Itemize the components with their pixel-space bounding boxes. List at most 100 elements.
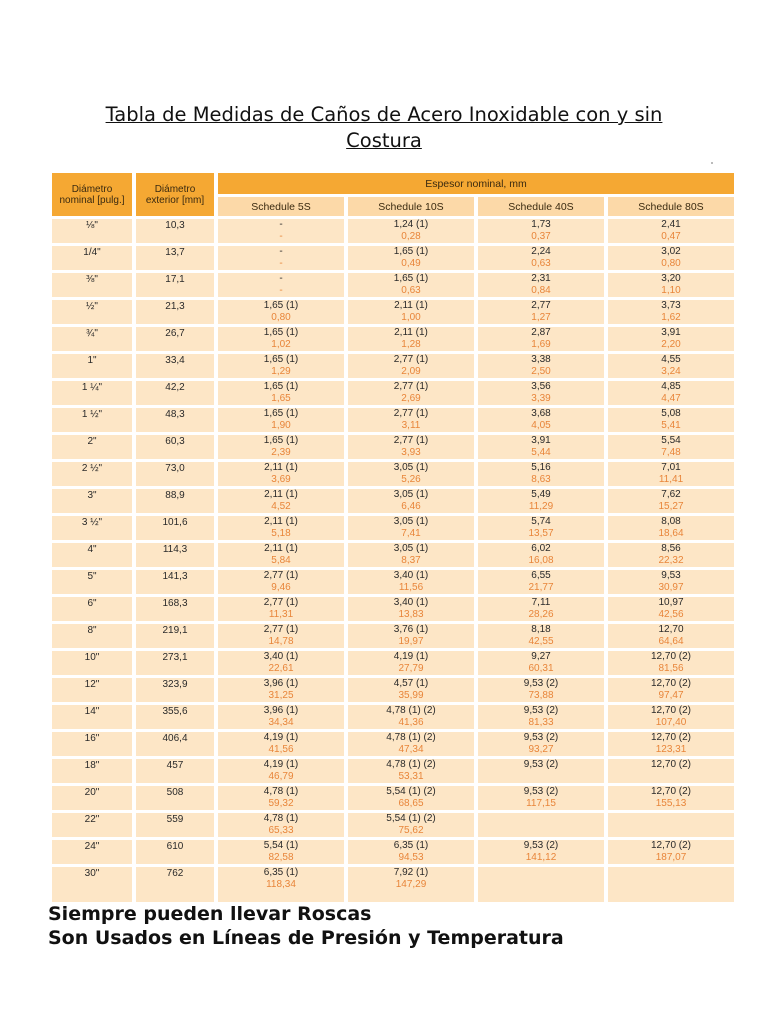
- weight-value: 0,37: [531, 230, 551, 242]
- thickness-value: 5,54 (1) (2): [386, 786, 436, 797]
- weight-value: 22,61: [268, 662, 294, 674]
- weight-value: 123,31: [655, 743, 687, 755]
- schedule-5s-cell: --: [218, 273, 344, 297]
- weight-value: 94,53: [398, 851, 424, 863]
- table-row: 12" 323,9 3,96 (1) 31,25 4,57 (1) 35,99 9,53 (…: [52, 678, 734, 702]
- document-title: Tabla de Medidas de Caños de Acero Inoxi…: [30, 102, 738, 154]
- thickness-value: 9,27: [531, 651, 551, 662]
- weight-value: 0,63: [401, 284, 421, 296]
- thickness-value: 8,56: [661, 543, 681, 554]
- schedule-40s-cell: 9,53 (2) 93,27: [478, 732, 604, 756]
- exterior-diameter-cell: 273,1: [136, 651, 214, 675]
- title-line-2: Costura: [346, 129, 422, 152]
- table-row: 16" 406,4 4,19 (1) 41,56 4,78 (1) (2) 47,34 9,…: [52, 732, 734, 756]
- schedule-40s-cell: 9,53 (2) 141,12: [478, 840, 604, 864]
- thickness-value: 3,38: [531, 354, 551, 365]
- thickness-value: 4,78 (1) (2): [386, 759, 436, 770]
- schedule-40s-cell: 6,55 21,77: [478, 570, 604, 594]
- schedule-80s-cell: 5,08 5,41: [608, 408, 734, 432]
- exterior-diameter-cell: 26,7: [136, 327, 214, 351]
- schedule-80s-cell: 12,70 (2) 155,13: [608, 786, 734, 810]
- thickness-value: 9,53 (2): [523, 732, 559, 743]
- thickness-value: 4,55: [661, 354, 681, 365]
- table-row: 3 ½" 101,6 2,11 (1) 5,18 3,05 (1) 7,41 5,74 13,…: [52, 516, 734, 540]
- thickness-value: 8,08: [661, 516, 681, 527]
- thickness-value: 1,24 (1): [393, 219, 429, 230]
- schedule-10s-cell: 5,54 (1) (2) 68,65: [348, 786, 474, 810]
- schedule-5s-cell: 2,77 (1) 9,46: [218, 570, 344, 594]
- thickness-value: 3,76 (1): [393, 624, 429, 635]
- schedule-5s-cell: 4,78 (1) 65,33: [218, 813, 344, 837]
- thickness-value: 2,77 (1): [263, 624, 299, 635]
- weight-value: 0,47: [661, 230, 681, 242]
- schedule-80s-cell: 4,85 4,47: [608, 381, 734, 405]
- schedule-10s-cell: 2,77 (1) 2,09: [348, 354, 474, 378]
- schedule-40s-cell: 3,91 5,44: [478, 435, 604, 459]
- thickness-value: 4,19 (1): [263, 759, 299, 770]
- schedule-10s-cell: 1,65 (1) 0,63: [348, 273, 474, 297]
- schedule-80s-cell: 12,70 64,64: [608, 624, 734, 648]
- schedule-80s-cell: 8,56 22,32: [608, 543, 734, 567]
- weight-value: 1,90: [271, 419, 291, 431]
- exterior-diameter-cell: 48,3: [136, 408, 214, 432]
- thickness-value: 12,70 (2): [650, 678, 692, 689]
- table-row: 1 ½" 48,3 1,65 (1) 1,90 2,77 (1) 3,11 3,68 4,05…: [52, 408, 734, 432]
- weight-value: 155,13: [655, 797, 687, 809]
- table-row: 8" 219,1 2,77 (1) 14,78 3,76 (1) 19,97 8,18 42,…: [52, 624, 734, 648]
- schedule-5s-cell: 3,40 (1) 22,61: [218, 651, 344, 675]
- weight-value: 31,25: [268, 689, 294, 701]
- weight-value: 5,44: [531, 446, 551, 458]
- weight-value: 8,37: [401, 554, 421, 566]
- table-row: ⅜" 17,1- -1,65 (1) 0,63 2,31 0,84 3,20 1,10: [52, 273, 734, 297]
- schedule-40s-cell: 2,24 0,63: [478, 246, 604, 270]
- schedule-5s-cell: 2,11 (1) 3,69: [218, 462, 344, 486]
- table-row: 4" 114,3 2,11 (1) 5,84 3,05 (1) 8,37 6,02 16,08…: [52, 543, 734, 567]
- thickness-value: 6,55: [531, 570, 551, 581]
- thickness-value: 12,70 (2): [650, 840, 692, 851]
- table-row: 5" 141,3 2,77 (1) 9,46 3,40 (1) 11,56 6,55 21,7…: [52, 570, 734, 594]
- table-row: 3" 88,9 2,11 (1) 4,52 3,05 (1) 6,46 5,49 11,29 7…: [52, 489, 734, 513]
- thickness-value: 3,05 (1): [393, 516, 429, 527]
- table-row: 1 ¼" 42,2 1,65 (1) 1,65 2,77 (1) 2,69 3,56 3,39…: [52, 381, 734, 405]
- weight-value: 93,27: [528, 743, 554, 755]
- schedule-5s-cell: 3,96 (1) 31,25: [218, 678, 344, 702]
- weight-value: 2,39: [271, 446, 291, 458]
- exterior-diameter-cell: 13,7: [136, 246, 214, 270]
- footer-line-1: Siempre pueden llevar Roscas: [48, 903, 372, 925]
- weight-value: 141,12: [525, 851, 557, 863]
- nominal-diameter-cell: 30": [52, 867, 132, 902]
- weight-value: 3,69: [271, 473, 291, 485]
- thickness-value: 2,77 (1): [393, 408, 429, 419]
- thickness-value: 9,53 (2): [523, 705, 559, 716]
- exterior-diameter-cell: 114,3: [136, 543, 214, 567]
- weight-value: 8,63: [531, 473, 551, 485]
- schedule-5s-cell: 1,65 (1) 1,90: [218, 408, 344, 432]
- nominal-diameter-cell: 1/4": [52, 246, 132, 270]
- weight-value: 2,09: [401, 365, 421, 377]
- schedule-40s-cell: 2,77 1,27: [478, 300, 604, 324]
- schedule-40s-cell: 5,16 8,63: [478, 462, 604, 486]
- nominal-diameter-cell: ¾": [52, 327, 132, 351]
- thickness-value: 3,91: [661, 327, 681, 338]
- weight-value: 22,32: [658, 554, 684, 566]
- thickness-value: 3,56: [531, 381, 551, 392]
- weight-value: 1,02: [271, 338, 291, 350]
- thickness-value: 6,35 (1): [263, 867, 299, 878]
- header-schedule-10s: Schedule 10S: [348, 197, 474, 216]
- header-schedule-40s: Schedule 40S: [478, 197, 604, 216]
- nominal-diameter-cell: 4": [52, 543, 132, 567]
- table-row: ⅛" 10,3- -1,24 (1) 0,28 1,73 0,37 2,41 0,47: [52, 219, 734, 243]
- nominal-diameter-cell: ⅛": [52, 219, 132, 243]
- schedule-40s-cell: 9,53 (2) 81,33: [478, 705, 604, 729]
- exterior-diameter-cell: 141,3: [136, 570, 214, 594]
- thickness-value: 1,65 (1): [263, 435, 299, 446]
- schedule-80s-cell: 12,70 (2) 107,40: [608, 705, 734, 729]
- weight-value: 0,28: [401, 230, 421, 242]
- thickness-value: 4,78 (1) (2): [386, 732, 436, 743]
- schedule-40s-cell: 3,68 4,05: [478, 408, 604, 432]
- weight-value: 1,10: [661, 284, 681, 296]
- speck: [711, 162, 713, 164]
- weight-value: 4,05: [531, 419, 551, 431]
- weight-value: 13,57: [528, 527, 554, 539]
- nominal-diameter-cell: 20": [52, 786, 132, 810]
